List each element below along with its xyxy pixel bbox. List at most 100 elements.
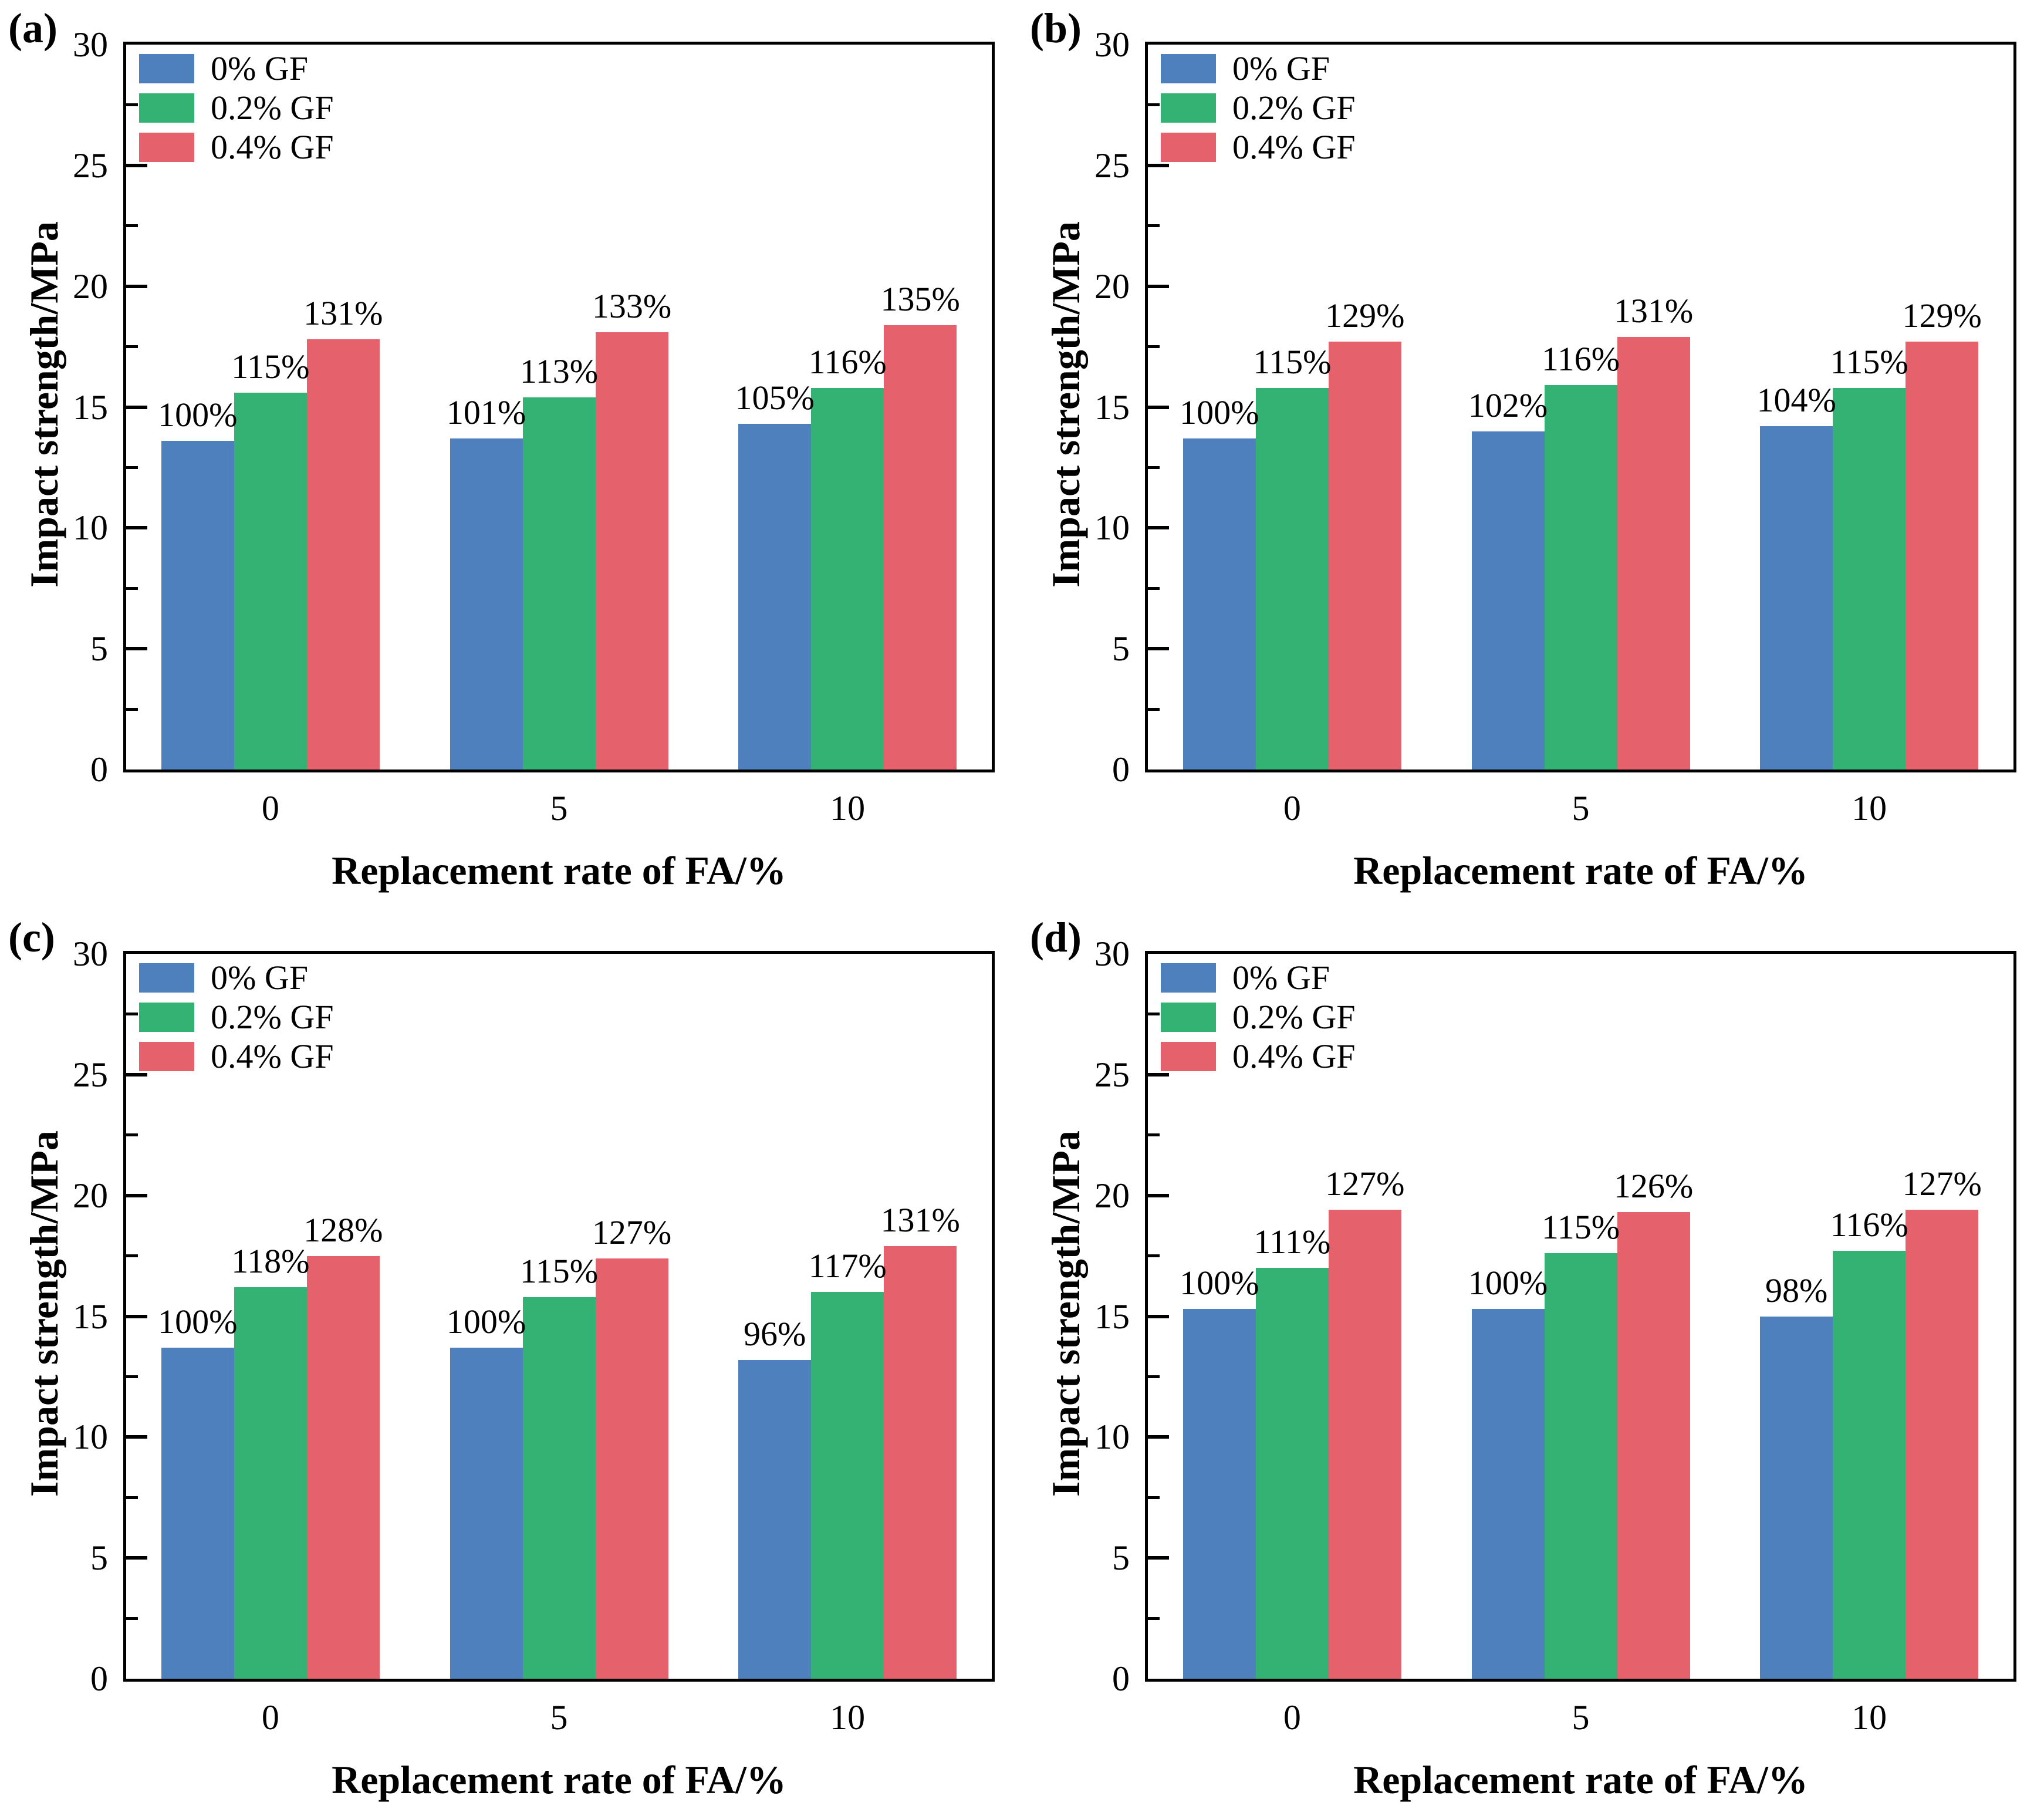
y-major-tick [1148, 284, 1169, 288]
y-minor-tick [126, 586, 138, 590]
y-tick-label: 5 [1112, 629, 1130, 669]
y-major-tick [126, 284, 147, 288]
y-tick-label: 0 [90, 1659, 108, 1698]
bar-0pct-gf-fa10 [1760, 1316, 1833, 1679]
y-tick-label: 30 [1094, 934, 1130, 973]
x-category-label: 10 [830, 789, 866, 828]
bar-value-label: 115% [1830, 342, 1908, 381]
y-major-tick [1148, 526, 1169, 530]
panel-letter-c: (c) [8, 914, 55, 961]
y-minor-tick [1148, 1133, 1160, 1137]
y-minor-tick [126, 224, 138, 228]
legend-swatch-blue [1161, 54, 1216, 83]
bar-0pct-gf-fa10 [1760, 426, 1833, 770]
legend: 0% GF 0.2% GF 0.4% GF [1161, 961, 1355, 1079]
legend-label: 0.2% GF [211, 89, 334, 127]
plot-area-d: 0% GF 0.2% GF 0.4% GF 100% 111% 127% 100% 115% 1… [1145, 951, 2016, 1682]
x-axis-title: Replacement rate of FA/% [332, 1757, 786, 1802]
legend-label: 0.2% GF [1232, 89, 1356, 127]
legend-item: 0% GF [139, 52, 333, 86]
legend-swatch-green [1161, 1003, 1216, 1032]
legend-label: 0.2% GF [1232, 998, 1356, 1036]
x-axis-title: Replacement rate of FA/% [332, 848, 786, 893]
legend-label: 0% GF [211, 49, 308, 87]
bar-0p4pct-gf-fa0 [306, 1256, 380, 1679]
legend-swatch-green [139, 93, 194, 123]
y-major-tick [126, 1072, 147, 1076]
y-tick-label: 25 [1094, 146, 1130, 185]
y-tick-label: 10 [1094, 508, 1130, 548]
y-major-tick [126, 526, 147, 530]
legend-label: 0% GF [1232, 959, 1330, 997]
bar-0p2pct-gf-fa10 [1833, 1251, 1906, 1679]
y-major-tick [126, 405, 147, 409]
y-minor-tick [1148, 1496, 1160, 1499]
bar-0p4pct-gf-fa5 [1617, 1212, 1690, 1679]
y-major-tick [126, 1193, 147, 1197]
y-minor-tick [126, 345, 138, 349]
legend: 0% GF 0.2% GF 0.4% GF [1161, 52, 1355, 170]
y-minor-tick [1148, 1375, 1160, 1378]
bar-0p4pct-gf-fa10 [1906, 1210, 1979, 1679]
bar-0p2pct-gf-fa5 [522, 1297, 596, 1679]
y-major-tick [1148, 163, 1169, 167]
y-minor-tick [1148, 224, 1160, 228]
bar-0pct-gf-fa0 [161, 1348, 234, 1679]
bar-value-label: 111% [1254, 1223, 1331, 1261]
y-tick-label: 30 [73, 934, 108, 973]
legend-item: 0% GF [1161, 961, 1355, 995]
bar-value-label: 101% [446, 393, 526, 432]
y-tick-label: 25 [1094, 1055, 1130, 1094]
bar-0p4pct-gf-fa5 [595, 332, 668, 770]
bar-0p2pct-gf-fa5 [1544, 385, 1617, 770]
bar-value-label: 126% [1613, 1167, 1694, 1206]
legend-item: 0.4% GF [139, 130, 333, 164]
bar-value-label: 129% [1325, 296, 1405, 335]
bar-value-label: 115% [1253, 342, 1332, 381]
y-tick-label: 10 [73, 508, 108, 548]
bar-0p2pct-gf-fa0 [1255, 1268, 1329, 1679]
bar-value-label: 117% [808, 1247, 887, 1285]
y-minor-tick [1148, 1616, 1160, 1620]
y-major-tick [1148, 405, 1169, 409]
panel-letter-d: (d) [1030, 914, 1082, 961]
legend-swatch-red [139, 133, 194, 162]
bar-0p2pct-gf-fa10 [811, 1292, 884, 1679]
bar-0p2pct-gf-fa0 [234, 392, 307, 770]
x-axis-title: Replacement rate of FA/% [1353, 1757, 1808, 1802]
bar-0p2pct-gf-fa10 [811, 387, 884, 770]
y-minor-tick [126, 1496, 138, 1499]
y-major-tick [126, 163, 147, 167]
bar-0p4pct-gf-fa10 [1906, 342, 1979, 770]
bar-value-label: 131% [303, 294, 383, 333]
y-major-tick [1148, 647, 1169, 651]
y-tick-label: 30 [1094, 25, 1130, 64]
bar-value-label: 116% [1541, 340, 1620, 379]
bar-0p4pct-gf-fa5 [595, 1258, 668, 1679]
x-category-label: 10 [1852, 789, 1887, 828]
bar-value-label: 131% [1613, 292, 1694, 330]
x-category-label: 10 [1852, 1698, 1887, 1737]
y-minor-tick [126, 1616, 138, 1620]
y-tick-label: 0 [90, 750, 108, 789]
bar-value-label: 115% [519, 1251, 599, 1290]
legend-swatch-red [1161, 1042, 1216, 1071]
x-category-label: 0 [261, 789, 279, 828]
y-minor-tick [126, 103, 138, 107]
y-minor-tick [126, 1254, 138, 1258]
legend-item: 0.2% GF [139, 91, 333, 125]
bar-0p4pct-gf-fa0 [1328, 1210, 1401, 1679]
y-minor-tick [126, 707, 138, 711]
legend-item: 0.2% GF [1161, 91, 1355, 125]
y-minor-tick [1148, 586, 1160, 590]
y-tick-label: 20 [1094, 266, 1130, 306]
bar-0p4pct-gf-fa10 [884, 325, 957, 770]
bar-value-label: 131% [880, 1201, 960, 1240]
y-tick-label: 20 [1094, 1176, 1130, 1215]
bar-value-label: 102% [1468, 386, 1548, 424]
legend-swatch-red [1161, 133, 1216, 162]
x-category-label: 10 [830, 1698, 866, 1737]
x-category-label: 5 [1572, 1698, 1590, 1737]
plot-area-b: 0% GF 0.2% GF 0.4% GF 100% 115% 129% 102% 116% 1… [1145, 42, 2016, 772]
